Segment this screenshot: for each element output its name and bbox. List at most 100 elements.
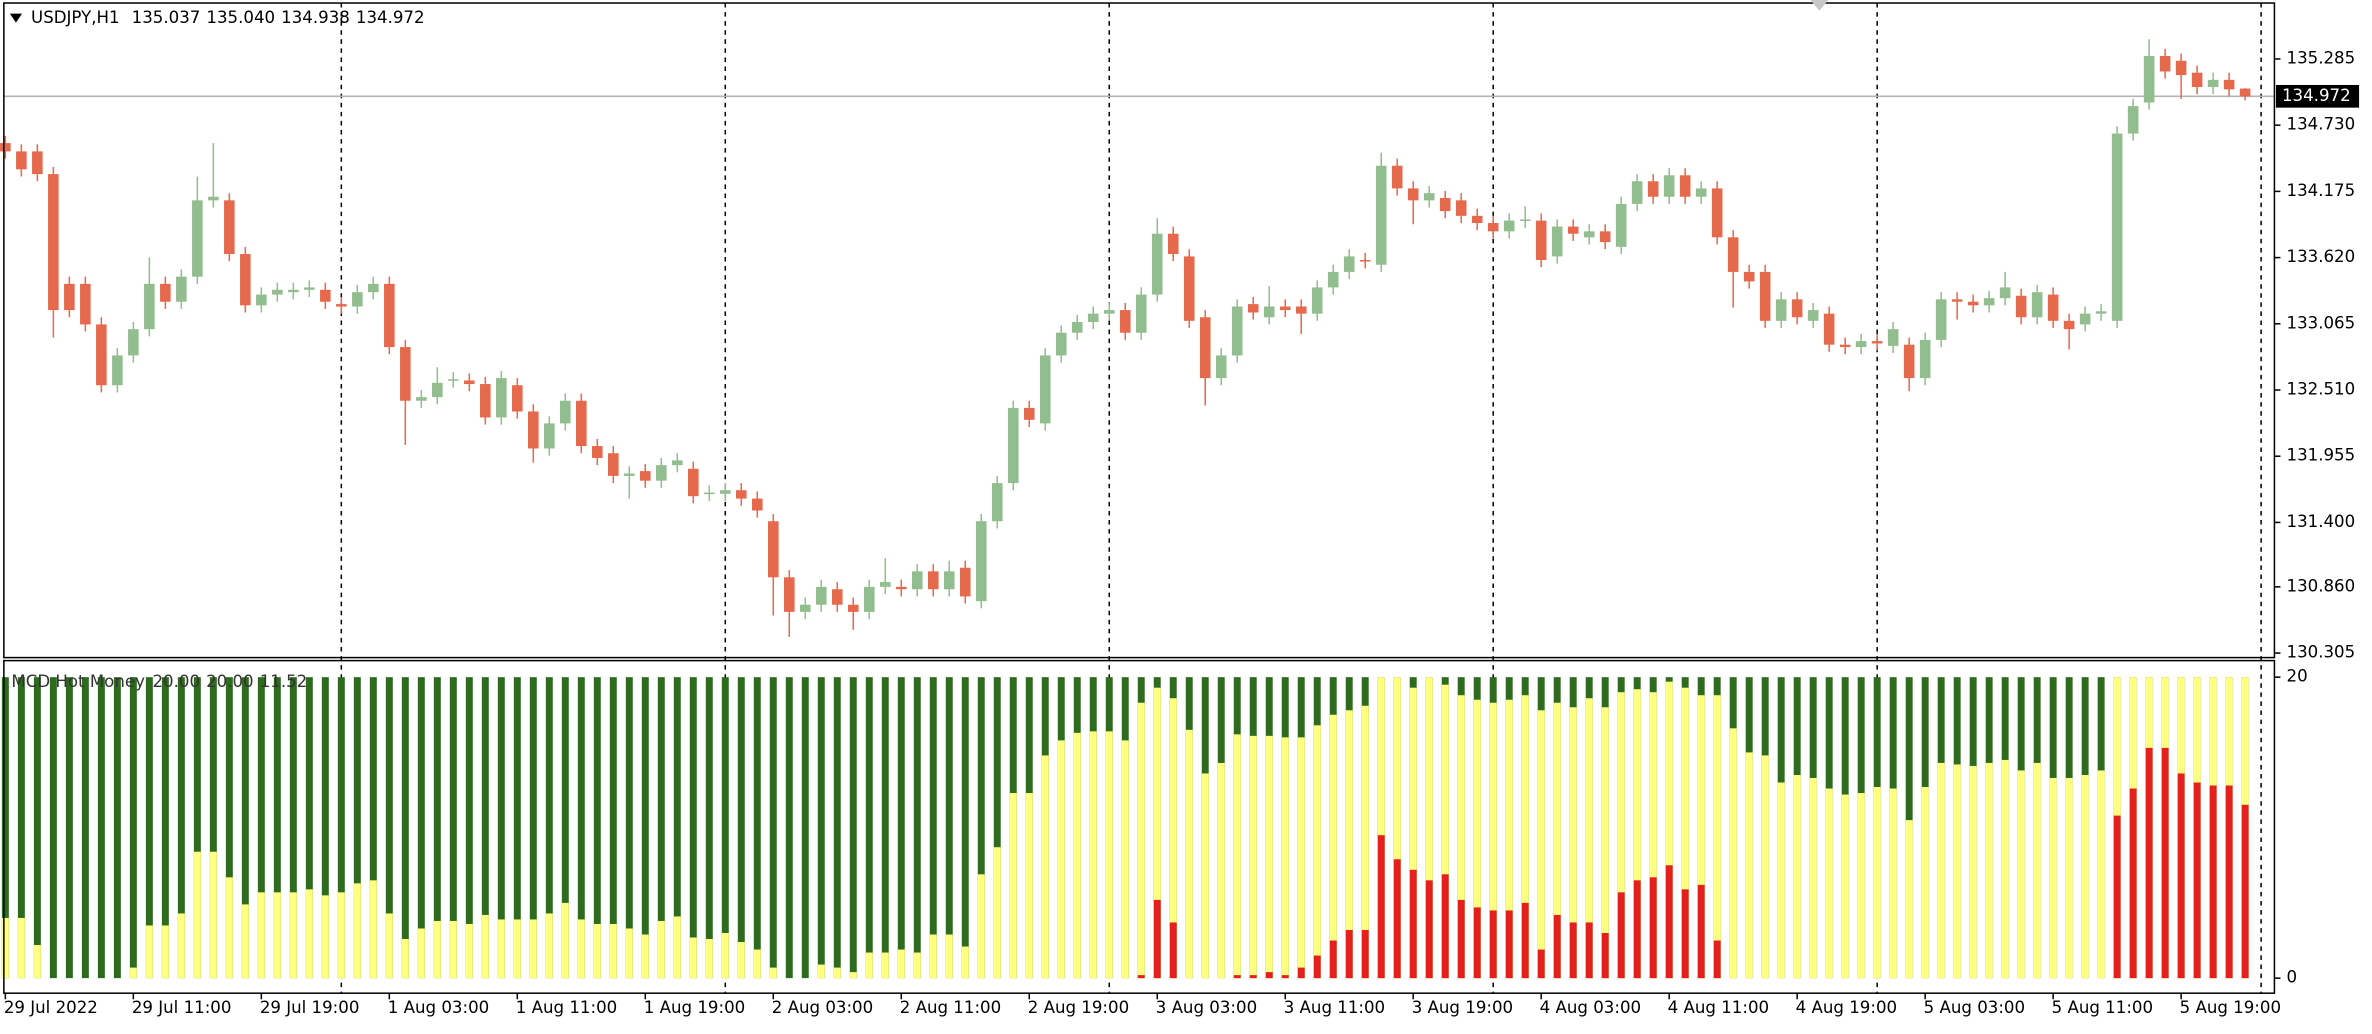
indicator-bar	[545, 677, 553, 979]
indicator-bar	[913, 677, 921, 979]
candle-body	[911, 571, 923, 590]
indicator-bar	[1889, 788, 1897, 979]
shift-marker	[1810, 0, 1829, 11]
candle-body	[1055, 332, 1067, 356]
candle-body	[256, 294, 267, 306]
candle-body	[1887, 329, 1899, 346]
indicator-bar	[625, 677, 633, 979]
candle-body	[128, 329, 139, 356]
candle-body	[1311, 287, 1323, 314]
indicator-bar	[1217, 762, 1225, 979]
indicator-bar	[721, 932, 729, 979]
candle-body	[1039, 355, 1051, 424]
indicator-bar	[1809, 777, 1817, 979]
candle-body	[943, 571, 955, 590]
indicator-value: 20.00	[152, 671, 200, 690]
indicator-bar	[225, 877, 233, 979]
indicator-bar	[2161, 747, 2169, 979]
indicator-bar	[273, 677, 281, 979]
candle-body	[288, 289, 299, 293]
candle-body	[192, 200, 203, 277]
indicator-bar	[433, 677, 441, 979]
indicator-value: 20.00	[206, 671, 254, 690]
indicator-bar	[193, 677, 201, 979]
indicator-bar	[2241, 804, 2249, 979]
indicator-bar	[449, 920, 457, 979]
indicator-bar	[993, 847, 1001, 979]
candle-body	[1535, 220, 1547, 260]
indicator-pane-frame	[3, 659, 2276, 994]
indicator-bar	[369, 880, 377, 979]
candle-body	[240, 254, 251, 306]
candle-body	[64, 283, 75, 311]
indicator-bar	[1697, 884, 1705, 979]
candle-body	[799, 604, 811, 612]
candle-body	[608, 453, 619, 476]
candle-body	[2015, 295, 2027, 318]
header-close: 134.972	[356, 8, 425, 27]
candle-body	[1551, 226, 1563, 257]
x-tick-label: 29 Jul 11:00	[132, 998, 232, 1017]
indicator-bar	[1313, 955, 1321, 979]
x-tick-label: 29 Jul 2022	[4, 998, 98, 1017]
indicator-bar	[1521, 695, 1529, 979]
indicator-header: MCD Hot Money 20.00 20.00 11.52	[11, 671, 307, 690]
y-tick-label: 130.860	[2287, 576, 2356, 595]
x-tick-label: 4 Aug 19:00	[1796, 998, 1897, 1017]
indicator-bar	[1649, 692, 1657, 979]
candle-body	[847, 604, 859, 612]
y-tick-label: 132.510	[2287, 380, 2356, 399]
candle-body	[1743, 271, 1755, 282]
y-tick-label: 135.285	[2287, 48, 2356, 67]
candle-body	[176, 276, 187, 302]
candle-body	[1503, 220, 1515, 232]
candle-body	[783, 577, 795, 612]
indicator-bar	[737, 942, 745, 979]
indicator-bar	[865, 952, 873, 979]
candle-body	[224, 200, 235, 255]
indicator-bar	[1841, 794, 1849, 979]
indicator-bar	[1201, 773, 1209, 979]
indicator-bar	[817, 677, 825, 979]
candle-body	[2079, 313, 2091, 325]
indicator-bar	[1665, 681, 1673, 979]
candle-body	[1599, 231, 1611, 243]
x-tick-label: 29 Jul 19:00	[260, 998, 360, 1017]
indicator-bar	[1633, 689, 1641, 979]
indicator-bar	[177, 913, 185, 979]
indicator-bar	[1873, 787, 1881, 979]
indicator-bar	[305, 677, 313, 979]
candle-body	[480, 384, 491, 418]
candle-body	[1791, 299, 1803, 318]
candle-body	[1903, 344, 1915, 379]
indicator-bar	[1329, 714, 1337, 979]
indicator-bar	[1473, 907, 1481, 979]
indicator-bar	[945, 677, 953, 979]
x-tick-label: 1 Aug 03:00	[388, 998, 489, 1017]
candle-body	[272, 289, 283, 295]
candle-body	[0, 143, 11, 152]
candle-body	[863, 586, 875, 612]
indicator-bar	[1793, 774, 1801, 979]
indicator-bar	[1409, 869, 1417, 979]
candle-body	[1759, 271, 1771, 321]
indicator-bar	[1553, 702, 1561, 979]
indicator-bar	[1089, 731, 1097, 979]
y-tick-label: 134.730	[2287, 115, 2356, 134]
indicator-bar	[593, 923, 601, 979]
indicator-bar	[1409, 687, 1417, 979]
indicator-bar	[881, 952, 889, 979]
candle-body	[1343, 256, 1355, 272]
x-tick-label: 4 Aug 11:00	[1668, 998, 1769, 1017]
indicator-bar	[161, 677, 169, 979]
candle-body	[1951, 299, 1963, 302]
indicator-bar	[289, 677, 297, 979]
y-tick-label: 134.175	[2287, 181, 2356, 200]
candle-body	[384, 283, 395, 348]
candle-body	[1935, 299, 1947, 340]
indicator-bar	[1281, 737, 1289, 979]
indicator-bar	[257, 677, 265, 979]
candle-body	[1647, 181, 1659, 197]
indicator-bar	[929, 677, 937, 979]
candle-body	[1983, 298, 1995, 306]
